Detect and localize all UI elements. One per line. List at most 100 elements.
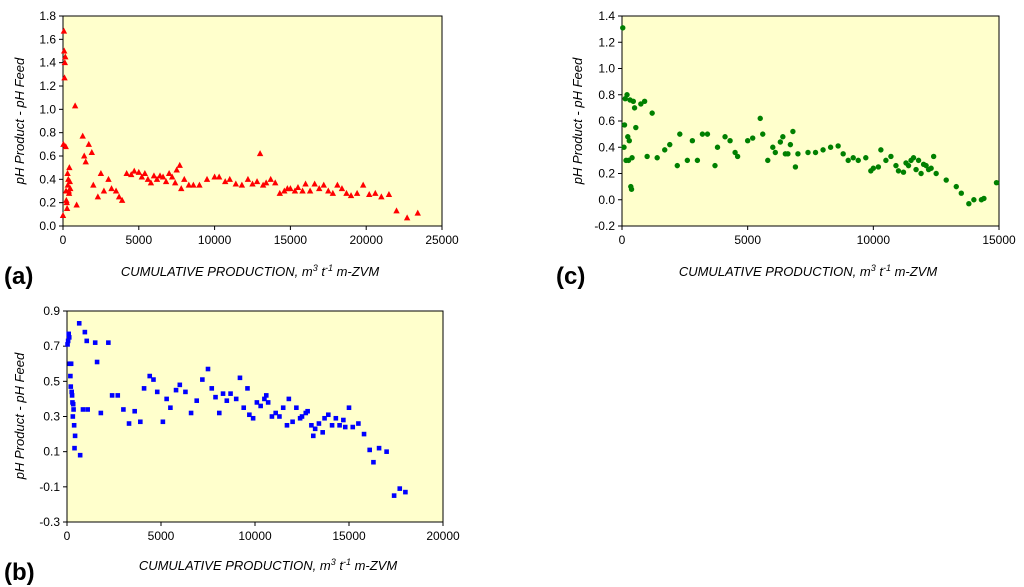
data-point: [684, 157, 691, 164]
data-point: [62, 143, 69, 150]
x-axis-title-c: CUMULATIVE PRODUCTION, m3 t-1 m-ZVM: [679, 263, 938, 279]
data-point: [94, 193, 102, 200]
data-point: [85, 140, 92, 147]
data-point: [727, 137, 733, 144]
data-point: [367, 447, 372, 453]
data-point: [68, 384, 74, 389]
y-axis-title-c: pH Product - pH Feed: [570, 57, 585, 185]
data-point: [883, 157, 889, 164]
x-tick-label: 15000: [274, 233, 308, 247]
data-point: [765, 157, 771, 164]
data-point: [633, 124, 639, 131]
data-point: [262, 179, 270, 186]
data-point: [98, 410, 104, 416]
data-point: [343, 189, 350, 196]
data-point: [888, 153, 894, 160]
data-point: [325, 187, 332, 194]
data-point: [895, 168, 902, 174]
data-point: [196, 181, 203, 188]
data-point: [65, 189, 73, 196]
data-point: [760, 131, 766, 137]
data-point: [338, 185, 346, 192]
data-point: [993, 179, 1000, 186]
data-point: [177, 382, 183, 388]
data-point: [150, 172, 158, 179]
data-point: [630, 98, 637, 105]
data-point: [744, 137, 751, 144]
data-point: [366, 191, 373, 197]
data-point: [628, 186, 635, 192]
x-tick-label: 0: [619, 233, 626, 247]
y-axis-ticks-a: 0.0 0.2 0.4 0.6 0.8 1.0 1.2 1.4 1.6 1.8: [39, 9, 63, 233]
data-point: [305, 408, 310, 414]
x-tick-label: 5000: [125, 233, 152, 247]
data-point: [126, 421, 132, 426]
data-point: [82, 329, 88, 335]
data-point: [667, 141, 673, 148]
data-point: [333, 415, 339, 421]
data-point: [209, 386, 215, 391]
data-point: [233, 396, 239, 402]
y-tick-label: 1.0: [598, 62, 615, 76]
data-point: [94, 359, 100, 365]
data-point: [414, 209, 421, 216]
data-point: [732, 149, 738, 156]
data-point: [341, 417, 346, 423]
data-point: [286, 396, 292, 402]
data-point: [654, 155, 660, 161]
data-point: [211, 173, 218, 180]
data-point: [176, 161, 183, 168]
data-point: [276, 189, 283, 196]
data-point: [67, 185, 74, 192]
data-point: [258, 403, 263, 409]
data-point: [302, 180, 309, 187]
data-points-b: [65, 321, 408, 498]
data-point: [63, 205, 71, 211]
y-tick-label: 0.4: [39, 172, 56, 186]
data-point: [638, 101, 644, 107]
data-point: [812, 149, 819, 156]
data-point: [626, 137, 632, 144]
data-point: [80, 407, 86, 412]
data-point: [712, 162, 718, 169]
data-point: [943, 177, 949, 183]
y-tick-label: 0.2: [39, 196, 56, 210]
data-point: [59, 212, 67, 218]
data-point: [128, 171, 135, 178]
data-point: [958, 190, 964, 196]
plot-area-c: [621, 15, 1000, 227]
data-point: [77, 452, 83, 458]
data-point: [188, 410, 194, 416]
data-point: [66, 164, 73, 171]
data-point: [88, 149, 96, 155]
data-point: [106, 340, 111, 345]
data-point: [68, 361, 74, 367]
data-point: [629, 155, 635, 161]
y-tick-label: 0.5: [43, 374, 60, 388]
data-point: [68, 373, 73, 379]
y-tick-label: 0.9: [43, 304, 60, 318]
data-point: [185, 181, 193, 188]
x-tick-label: 20000: [350, 233, 384, 247]
data-point: [915, 157, 922, 164]
data-point: [694, 157, 701, 164]
data-point: [241, 405, 247, 411]
data-point: [923, 162, 929, 169]
y-tick-label: -0.2: [594, 219, 615, 233]
data-point: [403, 214, 411, 221]
data-point: [329, 422, 335, 428]
data-point: [84, 338, 90, 344]
data-point: [780, 134, 786, 140]
data-point: [722, 134, 728, 140]
data-point: [845, 157, 851, 164]
data-point: [228, 391, 233, 396]
data-point: [151, 377, 156, 382]
y-tick-label: 0.4: [598, 140, 615, 154]
data-point: [63, 199, 70, 206]
data-point: [162, 178, 170, 185]
data-point: [70, 401, 76, 407]
data-point: [168, 173, 176, 180]
data-point: [299, 187, 306, 194]
x-tick-label: 20000: [426, 529, 460, 543]
